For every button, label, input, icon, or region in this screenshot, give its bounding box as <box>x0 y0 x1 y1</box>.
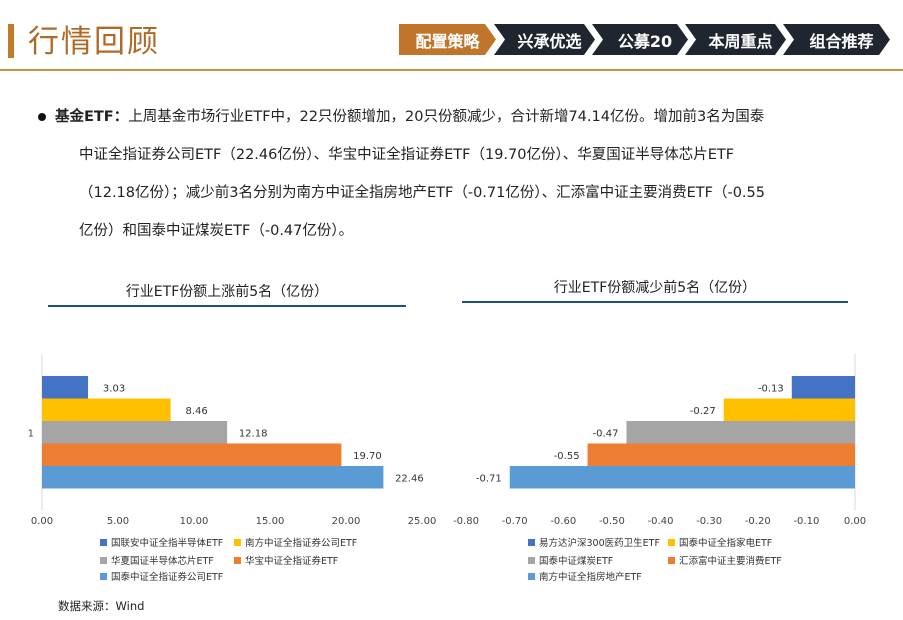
chart-1-legend-swatch-5 <box>100 573 107 580</box>
chart-2-bar-2 <box>723 398 855 421</box>
chart-1-title: 行业ETF份额上涨前5名（亿份） <box>125 284 329 300</box>
chart-1-data-label-3: 12.18 <box>239 428 268 439</box>
chart-1-bar-1 <box>42 376 89 399</box>
chart-2-data-label-3: -0.47 <box>593 428 619 439</box>
chart-1-legend-label-3: 华夏国证半导体芯片ETF <box>111 555 214 567</box>
chart-2-bar-3 <box>626 421 855 444</box>
chart-2-legend-swatch-2 <box>668 539 675 546</box>
chart-1-legend-label-2: 南方中证全指证券公司ETF <box>245 537 357 549</box>
page-title: 行情回顾 <box>28 24 160 60</box>
chart-1-bar-2 <box>42 398 171 421</box>
chart-1-legend-swatch-4 <box>234 557 241 564</box>
paragraph-line-1: 上周基金市场行业ETF中，22只份额增加，20只份额减少，合计新增74.14亿份… <box>128 109 765 125</box>
chart-2-title: 行业ETF份额减少前5名（亿份） <box>553 280 757 296</box>
chart-2-legend-label-4: 汇添富中证主要消费ETF <box>679 555 782 567</box>
bullet-dot <box>38 113 46 121</box>
chart-1-data-label-5: 22.46 <box>395 473 424 484</box>
chart-1-tick-label-6: 25.00 <box>408 516 437 527</box>
chart-2-bar-4 <box>587 443 855 466</box>
chart-1-category-label: 1 <box>28 428 34 439</box>
chart-2-legend-label-3: 国泰中证煤炭ETF <box>539 555 613 567</box>
chart-2-data-label-2: -0.27 <box>690 406 716 417</box>
chart-1-data-label-2: 8.46 <box>185 406 207 417</box>
chart-1-legend-swatch-2 <box>234 539 241 546</box>
chart-1-tick-label-1: 0.00 <box>31 516 53 527</box>
chart-2-bar-5 <box>509 466 855 489</box>
paragraph-line-2: 中证全指证券公司ETF（22.46亿份）、华宝中证全指证券ETF（19.70亿份… <box>79 147 735 163</box>
chart-2-tick-label-6: -0.30 <box>696 516 722 527</box>
chart-1-bar-5 <box>42 466 384 489</box>
chart-1-legend-swatch-1 <box>100 539 107 546</box>
chart-1-legend-label-4: 华宝中证全指证券ETF <box>245 555 338 567</box>
chart-1-title-box: 行业ETF份额上涨前5名（亿份） <box>48 281 406 307</box>
chart-2-legend-swatch-5 <box>528 573 535 580</box>
chart-1-data-label-1: 3.03 <box>103 383 125 394</box>
chart-1-legend-swatch-3 <box>100 557 107 564</box>
paragraph-line-4: 亿份）和国泰中证煤炭ETF（-0.47亿份）。 <box>79 223 354 239</box>
chart-2-tick-label-2: -0.70 <box>502 516 528 527</box>
chart-2-legend-swatch-4 <box>668 557 675 564</box>
paragraph-line-3: （12.18亿份）；减少前3名分别为南方中证全指房地产ETF（-0.71亿份）、… <box>79 185 765 201</box>
chart-1-data-label-4: 19.70 <box>353 451 382 462</box>
chart-2-tick-label-4: -0.50 <box>599 516 625 527</box>
data-source: 数据来源：Wind <box>58 599 145 613</box>
chart-2-tick-label-9: 0.00 <box>844 516 866 527</box>
chart-2-legend-label-1: 易方达沪深300医药卫生ETF <box>539 537 660 549</box>
chart-1-tick-label-5: 20.00 <box>332 516 361 527</box>
chart-2-data-label-1: -0.13 <box>758 383 784 394</box>
chart-2-tick-label-8: -0.10 <box>793 516 819 527</box>
chart-1-tick-label-4: 15.00 <box>256 516 285 527</box>
summary-paragraph: 基金ETF：上周基金市场行业ETF中，22只份额增加，20只份额减少，合计新增7… <box>55 98 865 250</box>
chart-2-legend-label-5: 南方中证全指房地产ETF <box>539 571 642 583</box>
chart-1-legend-label-1: 国联安中证全指半导体ETF <box>111 537 223 549</box>
nav-tab-4[interactable]: 本周重点 <box>685 24 786 55</box>
header-divider <box>0 69 903 71</box>
chart-1-tick-label-3: 10.00 <box>180 516 209 527</box>
nav-tab-2[interactable]: 兴承优选 <box>494 24 595 55</box>
chart-2-legend-swatch-1 <box>528 539 535 546</box>
chart-1-bar-4 <box>42 443 342 466</box>
nav-tab-5[interactable]: 组合推荐 <box>783 24 890 55</box>
nav-tab-3[interactable]: 公募20 <box>592 24 688 55</box>
chart-2-tick-label-3: -0.60 <box>550 516 576 527</box>
chart-2-legend-label-2: 国泰中证全指家电ETF <box>679 537 772 549</box>
paragraph-lead: 基金ETF： <box>55 109 129 125</box>
chart-2-data-label-5: -0.71 <box>476 473 502 484</box>
chart-1-tick-label-2: 5.00 <box>107 516 129 527</box>
chart-2-legend-swatch-3 <box>528 557 535 564</box>
title-accent-bar <box>8 24 14 58</box>
header: 行情回顾 配置策略 兴承优选 公募20 本周重点 组合推荐 <box>0 0 903 71</box>
chart-2-bar-1 <box>791 376 855 399</box>
chart-2-title-box: 行业ETF份额减少前5名（亿份） <box>462 277 848 303</box>
chart-2-tick-label-1: -0.80 <box>453 516 479 527</box>
nav-tab-1[interactable]: 配置策略 <box>399 24 496 55</box>
chart-1-legend-label-5: 国泰中证全指证券公司ETF <box>111 571 223 583</box>
chart-2-data-label-4: -0.55 <box>554 451 580 462</box>
chart-2-tick-label-5: -0.40 <box>648 516 674 527</box>
chart-2-title-underline <box>462 301 848 303</box>
chart-2-tick-label-7: -0.20 <box>745 516 771 527</box>
chart-1-bar-3 <box>42 421 228 444</box>
chart-1-title-underline <box>48 305 406 307</box>
